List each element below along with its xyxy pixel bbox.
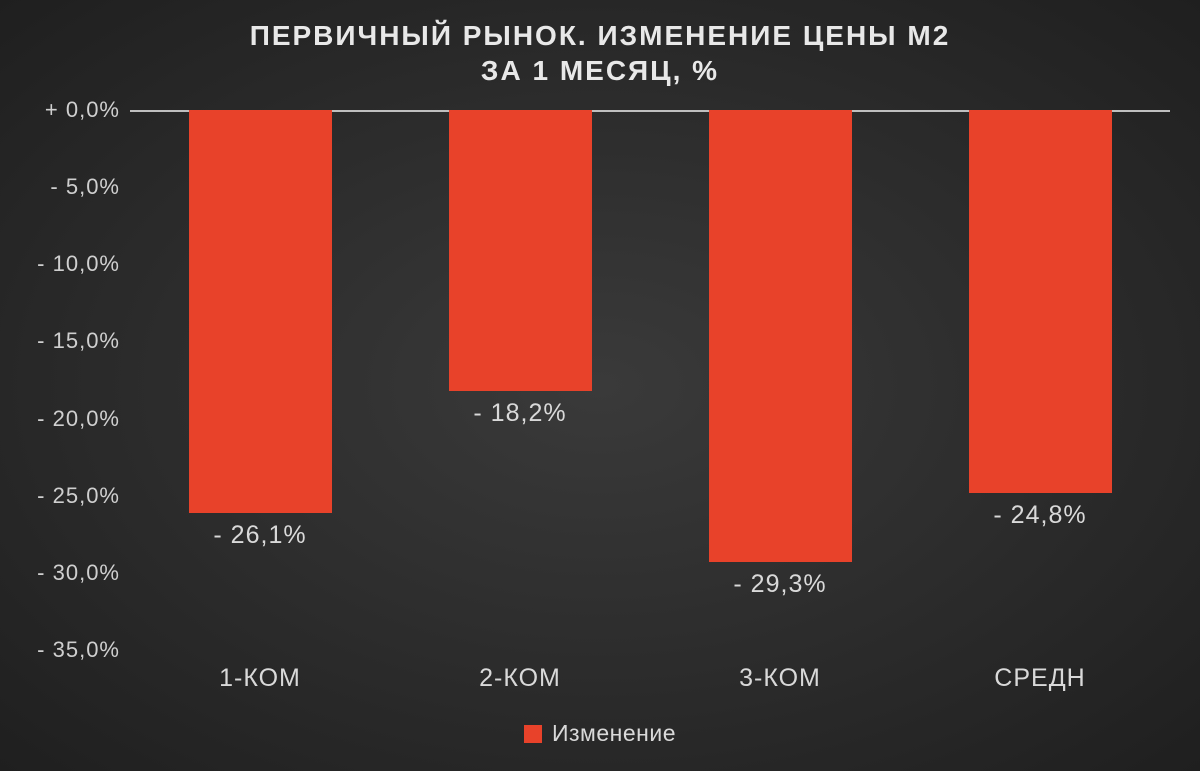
y-tick-2: - 10,0% (37, 251, 120, 277)
x-axis: 1-КОМ 2-КОМ 3-КОМ СРЕДН (130, 660, 1170, 700)
x-tick-0: 1-КОМ (219, 664, 301, 693)
y-tick-6: - 30,0% (37, 560, 120, 586)
y-tick-5: - 25,0% (37, 483, 120, 509)
bar-label-3: - 24,8% (993, 501, 1086, 530)
bar-slot-2: - 29,3% (650, 110, 910, 650)
bar-1 (449, 110, 592, 391)
legend-swatch (524, 725, 542, 743)
bar-2 (709, 110, 852, 562)
legend-label: Изменение (552, 720, 676, 747)
y-tick-3: - 15,0% (37, 328, 120, 354)
y-tick-1: - 5,0% (50, 174, 120, 200)
bar-label-2: - 29,3% (733, 570, 826, 599)
y-tick-4: - 20,0% (37, 406, 120, 432)
bar-3 (969, 110, 1112, 493)
bar-0 (189, 110, 332, 513)
chart-title: ПЕРВИЧНЫЙ РЫНОК. ИЗМЕНЕНИЕ ЦЕНЫ М2 ЗА 1 … (0, 18, 1200, 88)
x-tick-2: 3-КОМ (739, 664, 821, 693)
legend: Изменение (0, 720, 1200, 748)
y-tick-7: - 35,0% (37, 637, 120, 663)
plot-area: + 0,0% - 5,0% - 10,0% - 15,0% - 20,0% - … (130, 110, 1170, 650)
bar-label-0: - 26,1% (213, 521, 306, 550)
bar-label-1: - 18,2% (473, 399, 566, 428)
x-tick-1: 2-КОМ (479, 664, 561, 693)
x-tick-3: СРЕДН (994, 664, 1085, 693)
y-tick-0: + 0,0% (45, 97, 120, 123)
bar-slot-0: - 26,1% (130, 110, 390, 650)
bar-slot-3: - 24,8% (910, 110, 1170, 650)
bar-slot-1: - 18,2% (390, 110, 650, 650)
